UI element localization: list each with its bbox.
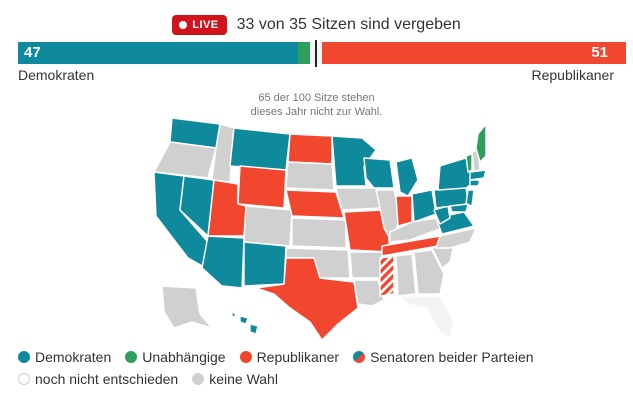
state-indiana[interactable] [395, 195, 413, 227]
state-vermont[interactable] [465, 153, 473, 173]
state-missouri[interactable] [343, 209, 391, 253]
map-note-line-2: dieses Jahr nicht zur Wahl. [250, 106, 383, 118]
state-wisconsin[interactable] [363, 157, 395, 189]
live-status-line: LIVE 33 von 35 Sitzen sind vergeben [0, 12, 633, 38]
legend-mixed: Senatoren beider Parteien [353, 349, 534, 365]
legend-democrats-label: Demokraten [35, 349, 112, 365]
us-senate-map [153, 118, 486, 340]
state-new-jersey[interactable] [465, 189, 475, 207]
state-georgia[interactable] [413, 249, 445, 295]
state-kansas[interactable] [291, 217, 347, 249]
democrat-swatch-icon [18, 351, 30, 363]
democrat-seats-segment [18, 42, 299, 64]
state-oregon[interactable] [153, 141, 217, 179]
state-louisiana[interactable] [353, 279, 385, 307]
republican-seat-count: 51 [591, 44, 608, 61]
legend-democrats: Demokraten [18, 349, 111, 365]
state-wyoming[interactable] [237, 165, 287, 209]
state-michigan[interactable] [395, 157, 419, 197]
legend-independents-label: Unabhängige [142, 349, 226, 365]
state-alabama[interactable] [395, 253, 417, 297]
state-montana[interactable] [229, 127, 291, 171]
state-florida[interactable] [399, 295, 455, 339]
no-election-swatch-icon [192, 373, 205, 385]
state-north-carolina[interactable] [435, 227, 477, 249]
majority-marker [315, 40, 317, 67]
map-note: 65 der 100 Sitze stehen dieses Jahr nich… [0, 91, 633, 119]
live-badge: LIVE [172, 15, 227, 35]
state-minnesota[interactable] [331, 135, 377, 187]
state-mississippi[interactable] [379, 255, 395, 297]
legend-no-election-label: keine Wahl [209, 371, 278, 387]
democrat-seat-count: 47 [24, 44, 41, 61]
map-note-line-1: 65 der 100 Sitze stehen [258, 92, 375, 104]
legend-undecided-label: noch nicht entschieden [35, 371, 179, 387]
legend-republicans-label: Republikaner [256, 349, 340, 365]
legend-independents: Unabhängige [125, 349, 226, 365]
state-alaska[interactable] [161, 285, 213, 329]
state-nebraska[interactable] [285, 189, 345, 219]
legend-republicans: Republikaner [239, 349, 340, 365]
republican-seats-segment [321, 42, 626, 64]
state-north-dakota[interactable] [287, 133, 333, 165]
state-massachusetts[interactable] [469, 169, 486, 181]
state-colorado[interactable] [243, 205, 293, 247]
state-arizona[interactable] [201, 235, 245, 289]
state-maine[interactable] [475, 123, 486, 163]
mixed-swatch-icon [353, 351, 366, 363]
state-maryland[interactable] [449, 203, 469, 213]
legend-row-2: noch nicht entschieden keine Wahl [18, 371, 278, 387]
senate-seat-bar: 47 51 [18, 40, 626, 67]
state-hawaii[interactable] [229, 311, 259, 335]
independent-seats-segment [298, 42, 311, 64]
democrats-label: Demokraten [18, 67, 95, 83]
state-new-mexico[interactable] [243, 241, 287, 287]
legend-undecided: noch nicht entschieden [18, 371, 178, 387]
seat-status-text: 33 von 35 Sitzen sind vergeben [236, 16, 461, 33]
republicans-label: Republikaner [531, 67, 615, 83]
live-dot-icon [179, 21, 188, 29]
live-label: LIVE [192, 19, 219, 31]
state-south-dakota[interactable] [285, 161, 335, 191]
undecided-swatch-icon [18, 373, 30, 385]
state-ohio[interactable] [411, 189, 437, 223]
state-connecticut[interactable] [469, 179, 481, 187]
legend-row-1: Demokraten Unabhängige Republikaner Sena… [18, 349, 534, 365]
legend-mixed-label: Senatoren beider Parteien [370, 349, 534, 365]
state-arkansas[interactable] [349, 251, 383, 279]
republican-swatch-icon [239, 351, 252, 363]
state-iowa[interactable] [335, 187, 383, 211]
state-texas[interactable] [255, 257, 359, 340]
legend-no-election: keine Wahl [192, 371, 278, 387]
independent-swatch-icon [125, 351, 138, 363]
